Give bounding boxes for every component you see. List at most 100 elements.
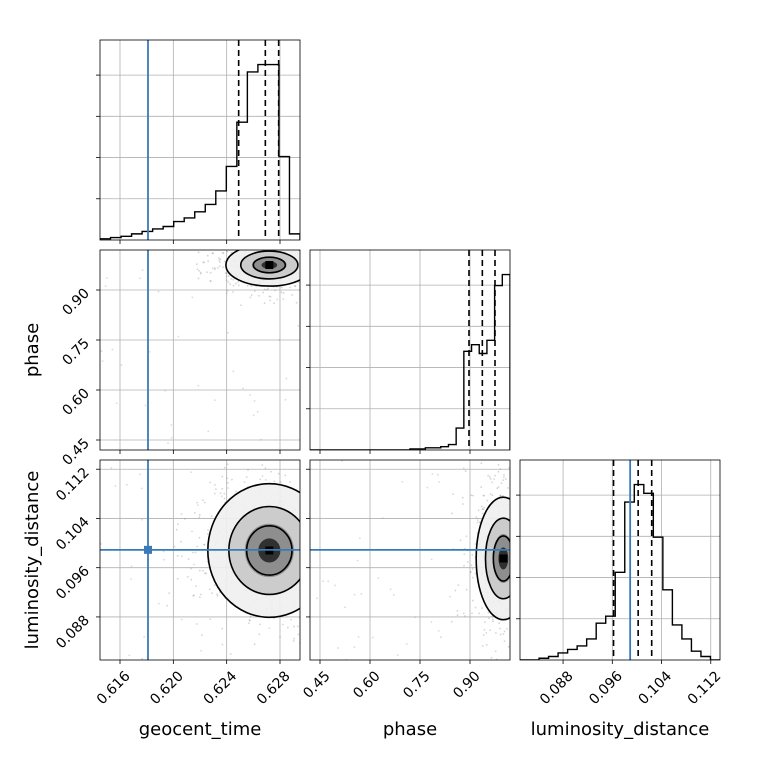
scatter-point (303, 253, 305, 255)
scatter-point (270, 470, 273, 473)
scatter-point (305, 581, 307, 583)
scatter-point (321, 261, 323, 263)
scatter-point (247, 469, 249, 471)
scatter-point (321, 260, 323, 262)
scatter-point (315, 563, 317, 565)
scatter-point (523, 532, 525, 534)
scatter-point (303, 271, 305, 273)
scatter-point (164, 389, 167, 392)
scatter-point (198, 536, 201, 539)
scatter-point (281, 248, 283, 250)
scatter-point (191, 296, 194, 299)
scatter-point (282, 241, 284, 243)
scatter-point (264, 246, 266, 248)
scatter-point (553, 531, 555, 533)
scatter-point (436, 473, 439, 476)
scatter-point (204, 572, 206, 575)
histogram-luminosity_distance (520, 483, 720, 660)
scatter-point (500, 482, 503, 485)
scatter-point (290, 457, 292, 459)
scatter-point (308, 494, 310, 496)
scatter-point (482, 634, 485, 636)
scatter-point (528, 580, 530, 582)
scatter-point (344, 513, 346, 515)
scatter-point (238, 244, 240, 246)
scatter-point (290, 618, 293, 621)
scatter-point (533, 538, 535, 540)
scatter-point (201, 247, 203, 249)
scatter-point (269, 299, 272, 302)
scatter-point (528, 574, 530, 576)
scatter-point (528, 578, 530, 580)
scatter-point (474, 543, 477, 545)
scatter-point (464, 470, 467, 472)
scatter-point (312, 253, 314, 255)
y-tick-label: 0.096 (53, 563, 93, 603)
scatter-point (120, 364, 123, 367)
scatter-point (524, 545, 526, 547)
scatter-point (268, 627, 271, 630)
scatter-point (527, 534, 529, 536)
scatter-point (322, 484, 324, 486)
scatter-point (513, 625, 515, 627)
scatter-point (331, 550, 333, 552)
scatter-point (511, 491, 513, 493)
scatter-point (536, 601, 538, 603)
scatter-point (216, 594, 219, 597)
scatter-point (221, 627, 224, 630)
scatter-point (168, 592, 171, 595)
scatter-point (494, 650, 497, 653)
contour-line (239, 250, 299, 280)
scatter-point (327, 536, 329, 538)
scatter-point (517, 586, 519, 588)
scatter-point (180, 513, 183, 515)
scatter-point (466, 561, 469, 563)
scatter-point (488, 476, 491, 478)
scatter-point (206, 254, 209, 257)
scatter-point (322, 580, 325, 583)
scatter-point (491, 481, 494, 484)
scatter-point (474, 572, 477, 575)
scatter-point (253, 400, 256, 402)
scatter-point (200, 593, 202, 596)
scatter-point (471, 553, 474, 556)
scatter-point (522, 592, 524, 594)
scatter-point (525, 534, 527, 536)
scatter-point (524, 586, 526, 588)
scatter-point (279, 636, 281, 638)
scatter-point (511, 517, 513, 519)
scatter-point (356, 559, 359, 562)
scatter-point (186, 575, 189, 578)
x-tick-label: 0.616 (94, 668, 134, 708)
scatter-point (515, 554, 517, 556)
scatter-point (510, 587, 512, 589)
scatter-point (229, 653, 232, 655)
scatter-point (244, 236, 246, 238)
scatter-point (227, 281, 230, 283)
scatter-point (535, 579, 537, 581)
scatter-point (247, 622, 250, 625)
scatter-point (461, 496, 464, 499)
scatter-point (511, 589, 513, 591)
scatter-point (303, 583, 305, 585)
scatter-point (517, 602, 519, 604)
scatter-point (237, 281, 240, 283)
scatter-point (525, 582, 527, 584)
scatter-point (512, 535, 514, 537)
scatter-point (305, 276, 307, 278)
scatter-point (548, 608, 550, 610)
scatter-point (250, 294, 253, 296)
scatter-point (203, 501, 206, 504)
scatter-point (538, 567, 540, 569)
scatter-point (322, 563, 324, 565)
scatter-point (463, 564, 465, 567)
scatter-point (529, 570, 531, 572)
scatter-point (312, 254, 314, 256)
scatter-point (293, 625, 295, 628)
scatter-point (514, 543, 516, 545)
scatter-point (535, 550, 537, 552)
scatter-point (481, 512, 484, 515)
scatter-point (323, 508, 325, 510)
scatter-point (493, 666, 495, 668)
scatter-point (301, 256, 303, 258)
